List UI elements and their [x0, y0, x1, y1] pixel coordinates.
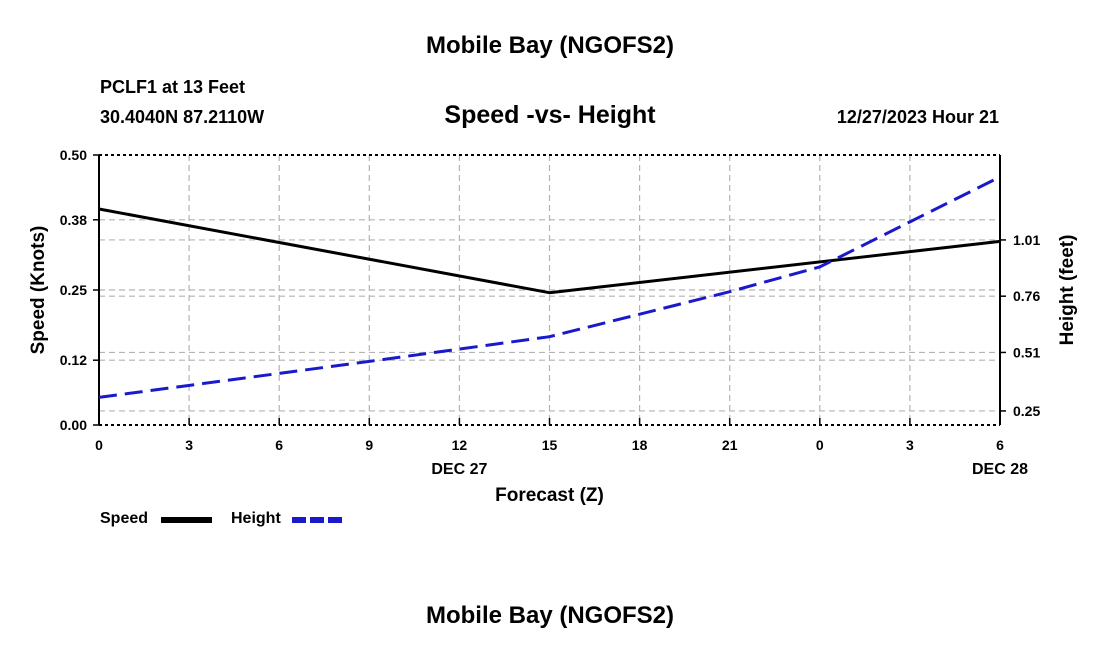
- y2-tick-label: 1.01: [1013, 232, 1040, 248]
- y2-tick-label: 0.76: [1013, 288, 1040, 304]
- x-tick-label: 15: [542, 437, 558, 453]
- x-tick-label: 6: [996, 437, 1004, 453]
- x-tick-label: 0: [95, 437, 103, 453]
- y-tick-label: 0.12: [60, 352, 87, 368]
- series-line-speed: [98, 207, 1001, 295]
- y-tick-label: 0.38: [60, 212, 87, 228]
- x-tick-label: 18: [632, 437, 648, 453]
- y-tick-label: 0.50: [60, 147, 87, 163]
- x-tick-label: 6: [275, 437, 283, 453]
- legend-height-swatch: [292, 517, 342, 523]
- chart-title: Speed -vs- Height: [444, 101, 656, 129]
- y2-axis-label: Height (feet): [1057, 235, 1078, 346]
- x-tick-label: 9: [365, 437, 373, 453]
- x-tick-label: 12: [452, 437, 468, 453]
- legend-speed-label: Speed: [100, 510, 149, 527]
- x-axis-label: Forecast (Z): [495, 485, 604, 506]
- x-tick-label: 3: [185, 437, 193, 453]
- series-line-height: [98, 175, 1001, 399]
- page-title: Mobile Bay (NGOFS2): [425, 32, 675, 59]
- x-tick-label: 0: [816, 437, 824, 453]
- forecast-datetime: 12/27/2023 Hour 21: [836, 107, 999, 127]
- footer-title: Mobile Bay (NGOFS2): [425, 602, 675, 629]
- x-date-label: DEC 28: [972, 461, 1028, 478]
- y2-tick-label: 0.25: [1013, 403, 1040, 419]
- legend-height-label: Height: [231, 510, 281, 527]
- y-tick-label: 0.25: [60, 282, 87, 298]
- x-tick-label: 21: [722, 437, 738, 453]
- y-tick-label: 0.00: [60, 417, 87, 433]
- x-date-label: DEC 27: [431, 461, 487, 478]
- legend-speed-swatch: [161, 517, 212, 523]
- station-label: PCLF1 at 13 Feet: [100, 77, 246, 97]
- station-coordinates: 30.4040N 87.2110W: [100, 107, 265, 127]
- y2-tick-label: 0.51: [1013, 344, 1040, 360]
- x-tick-label: 3: [906, 437, 914, 453]
- y-axis-label: Speed (Knots): [28, 226, 49, 355]
